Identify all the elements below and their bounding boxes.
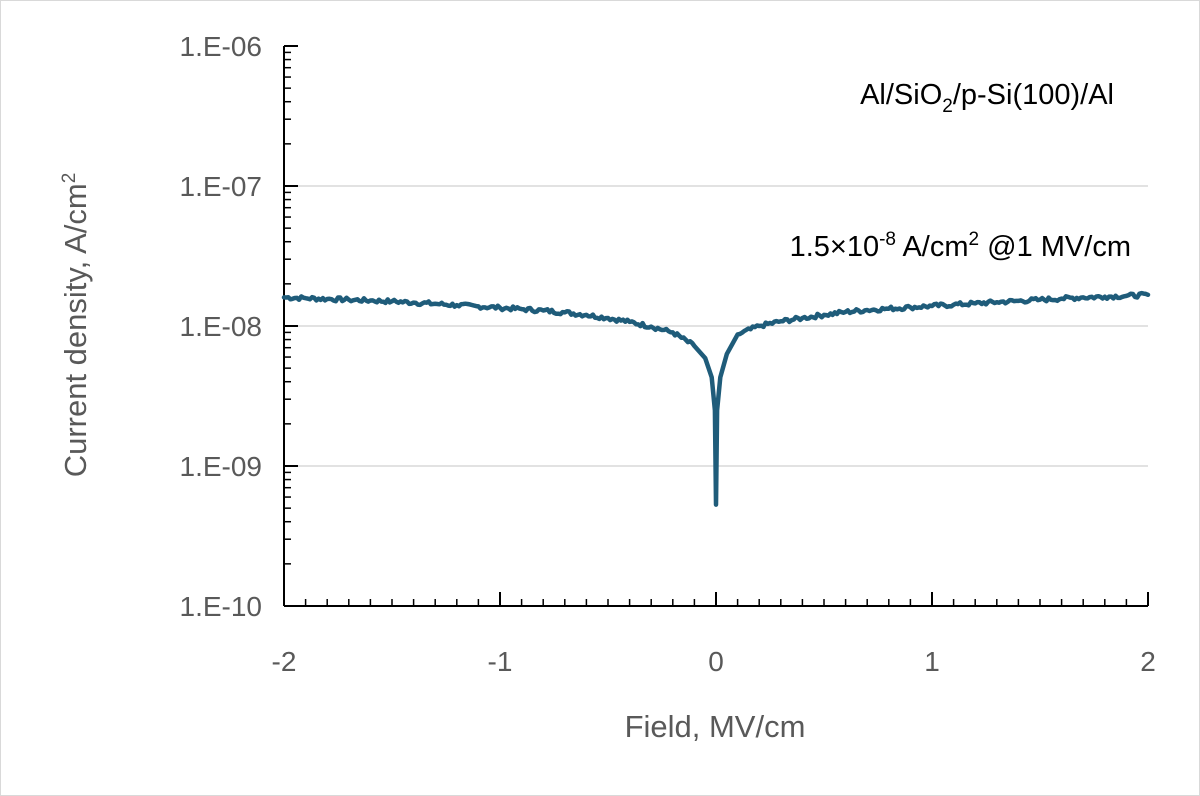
y-axis-title-base: Current density, A/cm	[58, 183, 93, 477]
x-tick-label: -1	[488, 646, 513, 677]
value-annotation: 1.5×10-8 A/cm2 @1 MV/cm	[790, 229, 1131, 263]
y-tick-label: 1.E-07	[180, 171, 263, 202]
x-axis-title: Field, MV/cm	[625, 709, 806, 744]
value-annotation-part2: 10	[847, 231, 879, 263]
y-axis-title-sup: 2	[59, 173, 80, 184]
value-annotation-times: ×	[830, 231, 847, 263]
value-annotation-part3: A/cm	[896, 231, 969, 263]
sample-annotation: Al/SiO2/p-Si(100)/Al	[860, 79, 1114, 117]
axes-layer	[283, 46, 1148, 607]
x-tick-label: 1	[924, 646, 940, 677]
y-tick-label: 1.E-06	[180, 31, 263, 62]
sample-annotation-sub: 2	[942, 96, 953, 117]
value-annotation-part4: @1 MV/cm	[979, 231, 1131, 263]
x-tick-label: -2	[272, 646, 297, 677]
minor-ticks	[283, 45, 1149, 607]
value-annotation-sup2: 2	[969, 229, 980, 250]
tick-labels: 1.E-10 1.E-09 1.E-08 1.E-07 1.E-06 -2 -1 0 1 2	[180, 31, 1156, 677]
x-tick-label: 2	[1140, 646, 1156, 677]
y-tick-label: 1.E-09	[180, 451, 263, 482]
y-tick-label: 1.E-08	[180, 311, 263, 342]
series-line	[281, 290, 1151, 507]
y-axis-title: Current density, A/cm2	[58, 173, 93, 478]
sample-annotation-part1: Al/SiO	[860, 79, 942, 111]
x-tick-label: 0	[708, 646, 724, 677]
value-annotation-sup1: -8	[879, 229, 896, 250]
value-annotation-part1: 1.5	[790, 231, 830, 263]
y-tick-label: 1.E-10	[180, 591, 263, 622]
sample-annotation-part2: /p-Si(100)/Al	[953, 79, 1114, 111]
